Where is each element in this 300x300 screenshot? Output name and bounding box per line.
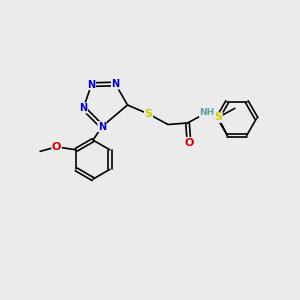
Text: N: N [79, 103, 88, 113]
Text: O: O [52, 142, 61, 152]
Text: S: S [214, 112, 222, 122]
Text: N: N [87, 80, 96, 90]
Text: N: N [111, 79, 120, 89]
Text: N: N [98, 122, 106, 132]
Text: S: S [145, 109, 152, 119]
Text: NH: NH [200, 108, 214, 117]
Text: O: O [184, 137, 194, 148]
